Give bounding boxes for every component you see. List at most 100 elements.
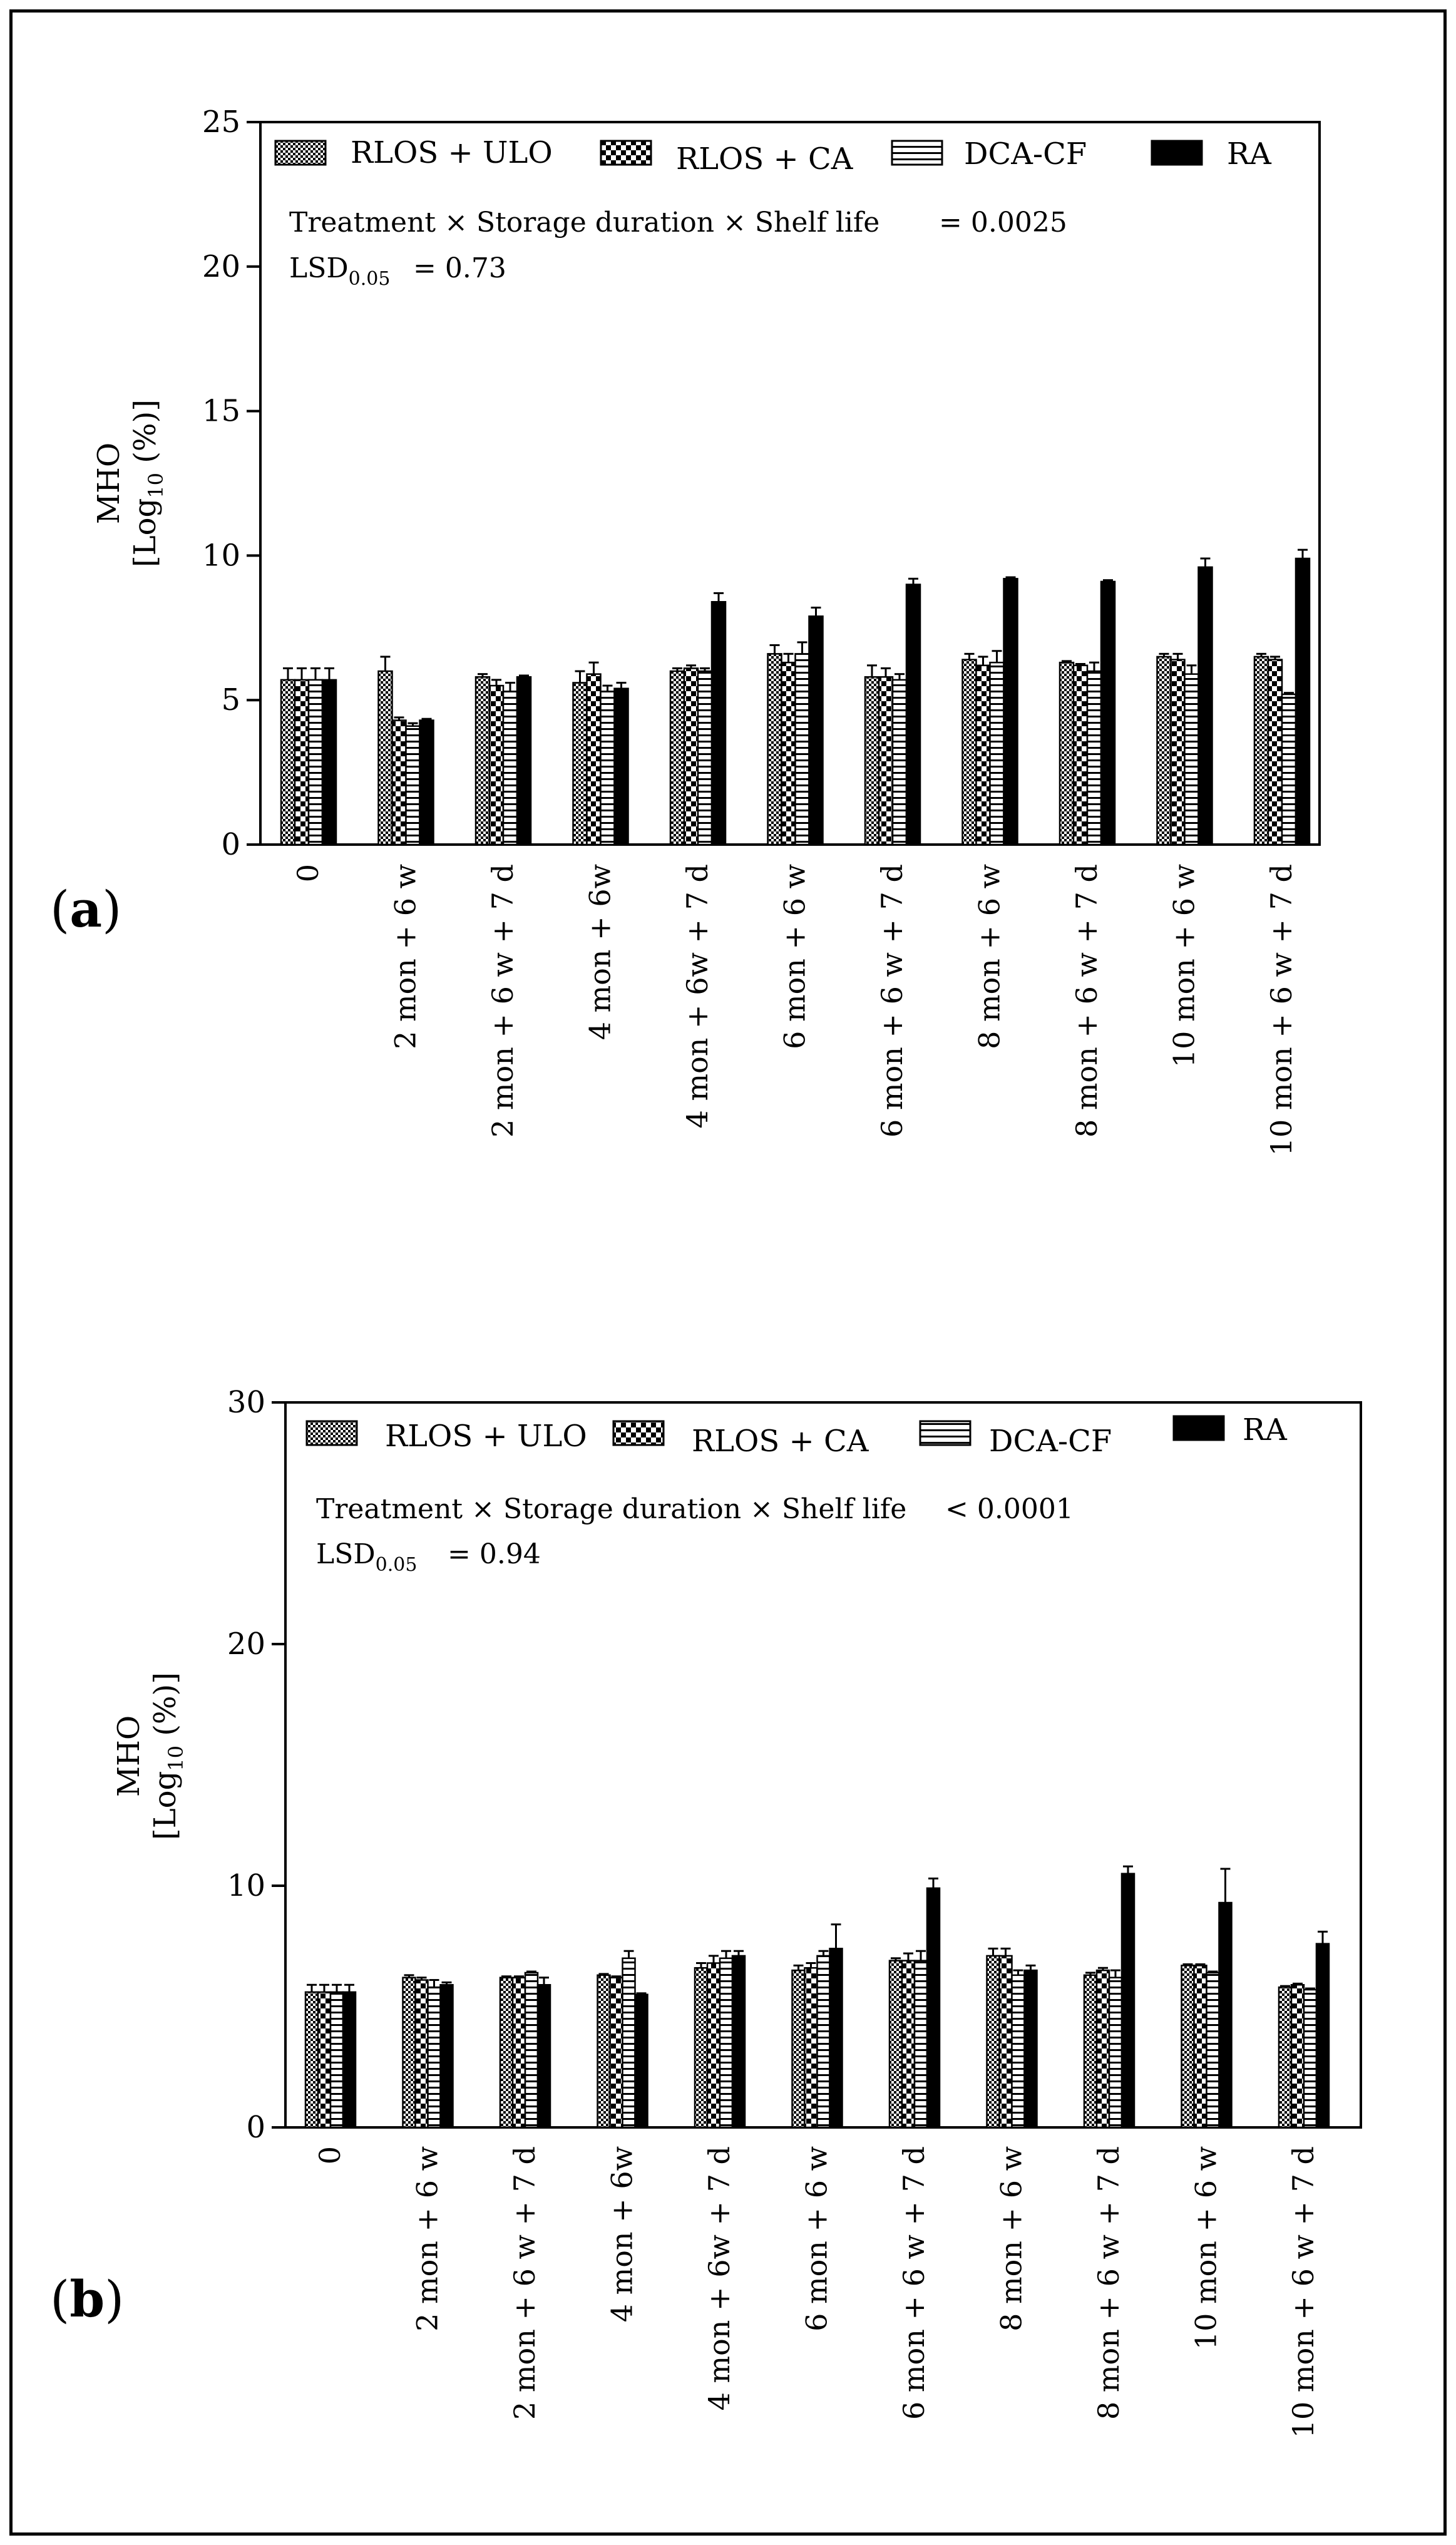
legend-swatch-rlos-ulo xyxy=(305,1420,358,1446)
bar-dca-cf xyxy=(1184,673,1199,846)
bar-rlos-ca xyxy=(706,1962,721,2129)
bar-dca-cf xyxy=(794,653,810,846)
y-tick-label: 10 xyxy=(227,1868,265,1903)
x-tick-label: 6 mon + 6 w xyxy=(778,864,812,1049)
bar-dca-cf xyxy=(913,1960,928,2129)
legend-label-rlos-ulo: RLOS + ULO xyxy=(385,1419,587,1454)
bar-rlos-ca xyxy=(1095,1969,1110,2129)
bar-rlos-ca xyxy=(1290,1984,1305,2129)
bar-dca-cf xyxy=(719,1957,734,2129)
bar-rlos-ulo xyxy=(767,653,782,846)
figure-frame xyxy=(9,9,1447,2536)
legend-item-rlos-ulo: RLOS + ULO xyxy=(274,135,553,170)
bar-rlos-ulo xyxy=(1253,656,1269,846)
bar-dca-cf xyxy=(307,679,324,846)
legend-swatch-rlos-ulo xyxy=(274,140,327,166)
bar-rlos-ca xyxy=(586,673,602,846)
bar-rlos-ca xyxy=(488,684,505,846)
x-tick-label: 6 mon + 6 w xyxy=(800,2146,834,2332)
x-tick-label: 8 mon + 6 w + 7 d xyxy=(1070,864,1104,1138)
bar-rlos-ulo xyxy=(986,1955,1000,2129)
legend-swatch-ra xyxy=(1151,140,1203,166)
legend-label-dca-cf: DCA-CF xyxy=(989,1424,1112,1459)
interaction-p-value: = 0.0025 xyxy=(939,207,1067,239)
x-tick-label: 4 mon + 6w xyxy=(583,864,617,1040)
bar-dca-cf xyxy=(891,679,908,846)
legend-item-dca-cf: DCA-CF xyxy=(891,136,1087,172)
x-tick-label: 4 mon + 6w + 7 d xyxy=(680,864,714,1128)
bar-rlos-ulo xyxy=(572,682,588,846)
bar-ra xyxy=(321,679,337,846)
x-tick-label: 10 mon + 6 w + 7 d xyxy=(1286,2146,1320,2438)
x-tick-label: 6 mon + 6 w + 7 d xyxy=(897,2146,931,2420)
bar-ra xyxy=(613,687,629,846)
bar-rlos-ulo xyxy=(280,679,296,846)
bar-ra xyxy=(905,584,921,846)
bar-ra xyxy=(710,601,727,846)
x-tick-label: 10 mon + 6 w xyxy=(1167,864,1201,1067)
bar-rlos-ca xyxy=(391,719,407,846)
bar-ra xyxy=(926,1887,941,2129)
bar-rlos-ulo xyxy=(402,1977,416,2129)
bar-rlos-ca xyxy=(1267,659,1283,846)
bar-ra xyxy=(516,676,532,846)
bar-rlos-ulo xyxy=(597,1974,611,2129)
y-tick-label: 20 xyxy=(202,249,240,284)
y-tick-label: 5 xyxy=(221,682,240,717)
x-tick-label: 2 mon + 6 w xyxy=(389,864,423,1049)
x-tick-label: 2 mon + 6 w xyxy=(411,2146,444,2332)
x-tick-label: 2 mon + 6 w + 7 d xyxy=(486,864,520,1138)
legend-item-dca-cf: DCA-CF xyxy=(919,1420,1112,1459)
bar-rlos-ulo xyxy=(1156,656,1172,846)
bar-ra xyxy=(536,1984,551,2129)
legend-item-rlos-ulo: RLOS + ULO xyxy=(305,1419,587,1454)
bar-ra xyxy=(1023,1969,1038,2129)
bar-ra xyxy=(1100,580,1116,846)
bar-ra xyxy=(1218,1901,1233,2129)
x-tick-label: 10 mon + 6 w xyxy=(1189,2146,1223,2350)
y-axis-title: MHO [Log10 (%)] xyxy=(91,399,168,567)
bar-rlos-ca xyxy=(414,1979,429,2129)
y-tick-label: 0 xyxy=(221,827,240,862)
legend-label-ra: RA xyxy=(1243,1412,1288,1447)
bar-rlos-ulo xyxy=(474,676,491,846)
y-tick-label: 25 xyxy=(202,105,240,140)
legend-item-rlos-ca: RLOS + CA xyxy=(600,140,854,177)
bar-rlos-ulo xyxy=(961,659,977,846)
bar-ra xyxy=(342,1991,357,2129)
bar-ra xyxy=(1120,1873,1136,2129)
bar-dca-cf xyxy=(427,1986,441,2129)
y-axis: 0 5 10 15 20 25 xyxy=(202,105,260,862)
bar-dca-cf xyxy=(816,1955,831,2129)
bar-rlos-ulo xyxy=(1083,1974,1098,2129)
bar-dca-cf xyxy=(1281,693,1297,846)
panel-label-b: (b) xyxy=(50,2270,124,2328)
legend-item-ra: RA xyxy=(1151,136,1272,172)
interaction-term: Treatment × Storage duration × Shelf lif… xyxy=(289,207,879,239)
bar-ra xyxy=(1295,557,1311,846)
legend-swatch-rlos-ca xyxy=(600,140,652,166)
x-tick-label: 4 mon + 6w + 7 d xyxy=(702,2146,736,2410)
lsd-value: = 0.94 xyxy=(448,1538,541,1570)
legend-swatch-ra xyxy=(1172,1415,1225,1441)
bar-rlos-ulo xyxy=(1059,661,1075,846)
legend-swatch-dca-cf xyxy=(919,1420,972,1446)
bar-dca-cf xyxy=(524,1972,539,2129)
bars-group xyxy=(304,1865,1330,2129)
bar-rlos-ca xyxy=(975,664,991,846)
y-axis-title-line2: [Log10 (%)] xyxy=(128,399,168,567)
x-axis-tick-labels: 0 2 mon + 6 w 2 mon + 6 w + 7 d 4 mon + 6w 4… xyxy=(291,864,1298,1156)
y-axis-title-line1: MHO xyxy=(111,1715,146,1797)
bar-dca-cf xyxy=(405,725,421,846)
legend: RLOS + ULO RLOS + CA DCA-CF RA xyxy=(274,135,1272,177)
y-tick-label: 30 xyxy=(227,1385,265,1420)
bar-dca-cf xyxy=(600,691,615,846)
bar-rlos-ca xyxy=(781,661,796,846)
interaction-p-value: < 0.0001 xyxy=(945,1493,1074,1525)
bar-dca-cf xyxy=(989,661,1005,846)
x-tick-label: 2 mon + 6 w + 7 d xyxy=(508,2146,541,2420)
bar-rlos-ulo xyxy=(791,1969,806,2129)
bar-dca-cf xyxy=(622,1957,636,2129)
bar-rlos-ulo xyxy=(694,1967,709,2129)
